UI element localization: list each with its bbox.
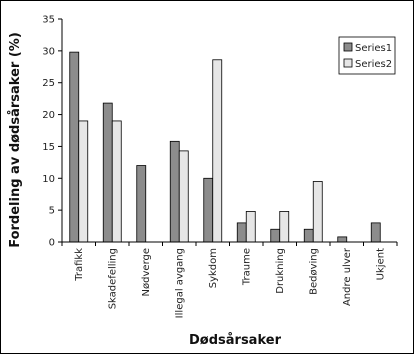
bar-series1-6 — [270, 228, 281, 243]
bar-series2-1 — [111, 120, 122, 243]
x-tick-label-2: Nødverge — [141, 248, 152, 296]
y-tick-label-6: 30 — [42, 46, 55, 57]
x-tick-label-1: Skadefelling — [107, 248, 118, 309]
bar-series1-2 — [136, 165, 147, 243]
bar-series2-6 — [279, 211, 290, 243]
bar-series2-7 — [312, 181, 323, 243]
y-tick-label-1: 5 — [49, 206, 55, 217]
y-axis-title: Fordeling av dødsårsaker (%) — [8, 32, 23, 248]
legend-label-series1: Series1 — [355, 43, 392, 54]
axes — [58, 18, 398, 246]
legend-swatch-series2 — [343, 58, 353, 68]
x-tick-label-4: Sykdom — [208, 248, 219, 288]
y-tick-label-3: 15 — [42, 142, 55, 153]
bar-series1-4 — [203, 177, 214, 243]
bar-series1-3 — [169, 140, 180, 243]
y-tick-label-0: 0 — [49, 238, 55, 249]
x-tick-label-6: Drukning — [275, 248, 286, 294]
bar-series1-5 — [236, 222, 247, 243]
bar-series2-5 — [245, 211, 256, 243]
bar-series1-7 — [303, 228, 314, 243]
x-tick-label-3: Illegal avgang — [174, 248, 185, 318]
y-tick-label-7: 35 — [42, 15, 55, 26]
bar-series1-9 — [370, 222, 381, 243]
x-tick-label-7: Bedøving — [308, 248, 319, 295]
x-axis-title: Dødsårsaker — [189, 333, 282, 348]
y-tick-label-4: 20 — [42, 110, 55, 121]
x-tick-label-9: Ukjent — [375, 248, 386, 280]
bar-series2-0 — [78, 120, 89, 243]
x-tick-label-5: Traume — [241, 248, 252, 286]
y-tick-label-2: 10 — [42, 174, 55, 185]
legend-swatch-series1 — [343, 42, 353, 52]
x-tick-label-0: Trafikk — [74, 248, 85, 282]
legend: Series1 Series2 — [338, 36, 396, 75]
bar-series1-1 — [102, 102, 113, 243]
bar-series1-8 — [337, 236, 348, 243]
bar-series1-0 — [69, 51, 80, 243]
y-tick-label-5: 25 — [42, 78, 55, 89]
bar-series2-3 — [178, 150, 189, 243]
legend-label-series2: Series2 — [355, 59, 392, 70]
x-tick-label-8: Andre ulver — [342, 247, 353, 306]
tick-labels: 0 5 10 15 20 25 30 35 Trafikk Skadefelling Nødverg… — [42, 15, 386, 319]
bar-series2-4 — [212, 59, 223, 243]
